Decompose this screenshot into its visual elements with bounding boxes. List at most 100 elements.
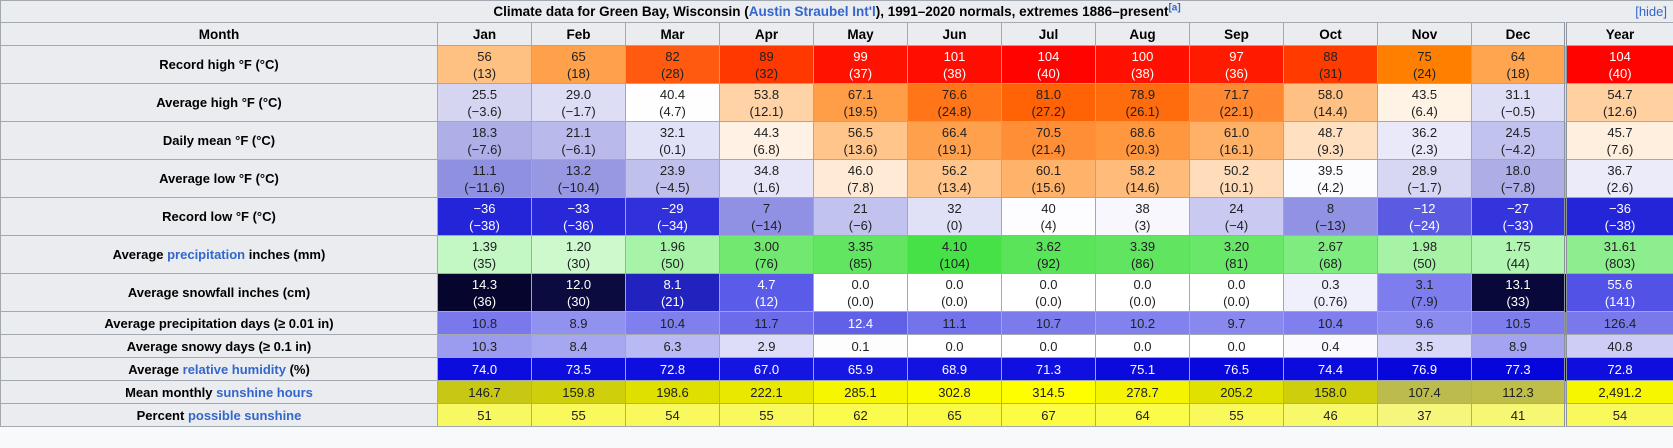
table-row: Average snowfall inches (cm) 14.3 (36) 12.0…: [0, 273, 1673, 312]
month-cell: 28.9 (−1.7): [1377, 159, 1472, 198]
month-cell: 88 (31): [1283, 45, 1378, 84]
month-cell: 0.0 (0.0): [1189, 273, 1284, 312]
month-cell: 48.7 (9.3): [1283, 121, 1378, 160]
month-cell: −12 (−24): [1377, 197, 1472, 236]
month-cell: 1.96 (50): [625, 235, 720, 274]
row-label-text: Average snowfall inches (cm): [127, 285, 311, 300]
row-label-text: inches (mm): [245, 247, 326, 262]
column-header: Apr: [719, 22, 814, 46]
note-ref-link[interactable]: [a]: [1168, 2, 1181, 14]
month-cell: 8.9: [531, 311, 626, 335]
month-cell: 0.0: [1189, 334, 1284, 358]
month-cell: 4.7 (12): [719, 273, 814, 312]
month-cell: 8.1 (21): [625, 273, 720, 312]
month-cell: 51: [437, 403, 532, 427]
month-cell: 12.0 (30): [531, 273, 626, 312]
month-cell: 1.39 (35): [437, 235, 532, 274]
month-cell: 11.7: [719, 311, 814, 335]
column-header: Mar: [625, 22, 720, 46]
row-label-text: Percent: [136, 407, 188, 423]
month-cell: 43.5 (6.4): [1377, 83, 1472, 122]
column-header: Nov: [1377, 22, 1472, 46]
row-label: Average precipitation inches (mm): [0, 235, 438, 274]
year-cell: 40.8: [1563, 334, 1673, 358]
year-cell: 54: [1563, 403, 1673, 427]
month-cell: 0.0: [1001, 334, 1096, 358]
month-cell: 89 (32): [719, 45, 814, 84]
month-cell: 3.39 (86): [1095, 235, 1190, 274]
column-header: Aug: [1095, 22, 1190, 46]
month-cell: 71.7 (22.1): [1189, 83, 1284, 122]
table-row: Average low °F (°C) 11.1 (−11.6) 13.2 (−10.4…: [0, 159, 1673, 198]
table-row: Mean monthly sunshine hours 146.7 159.8 198…: [0, 380, 1673, 404]
month-cell: 75.1: [1095, 357, 1190, 381]
month-cell: 159.8: [531, 380, 626, 404]
table-row: Record high °F (°C) 56 (13) 65 (18) 82 (28) 89(…: [0, 45, 1673, 84]
month-cell: 14.3 (36): [437, 273, 532, 312]
month-cell: −36 (−38): [437, 197, 532, 236]
month-cell: 65: [907, 403, 1002, 427]
table-title: Climate data for Green Bay, Wisconsin (A…: [493, 2, 1181, 19]
month-cell: 9.7: [1189, 311, 1284, 335]
month-cell: 60.1 (15.6): [1001, 159, 1096, 198]
month-cell: 3.1 (7.9): [1377, 273, 1472, 312]
row-label-link[interactable]: sunshine hours: [216, 384, 313, 400]
year-cell: 54.7 (12.6): [1563, 83, 1673, 122]
month-cell: 13.2 (−10.4): [531, 159, 626, 198]
month-cell: 10.3: [437, 334, 532, 358]
month-cell: 1.98 (50): [1377, 235, 1472, 274]
row-label-text: Daily mean °F (°C): [162, 133, 276, 148]
month-cell: 7 (−14): [719, 197, 814, 236]
table-title-cell: Climate data for Green Bay, Wisconsin (A…: [0, 0, 1673, 23]
month-cell: 50.2 (10.1): [1189, 159, 1284, 198]
row-label: Average high °F (°C): [0, 83, 438, 122]
row-label-text: Average low °F (°C): [159, 171, 279, 186]
month-cell: 67.0: [719, 357, 814, 381]
month-cell: 222.1: [719, 380, 814, 404]
month-cell: 61.0 (16.1): [1189, 121, 1284, 160]
row-label: Daily mean °F (°C): [0, 121, 438, 160]
month-cell: 18.0 (−7.8): [1471, 159, 1566, 198]
row-label-link[interactable]: precipitation: [167, 247, 246, 262]
month-cell: 112.3: [1471, 380, 1566, 404]
year-cell: 2,491.2: [1563, 380, 1673, 404]
column-header-year: Year: [1563, 22, 1673, 46]
month-cell: 64 (18): [1471, 45, 1566, 84]
column-header: Oct: [1283, 22, 1378, 46]
year-cell: −36 (−38): [1563, 197, 1673, 236]
month-cell: 4.10 (104): [907, 235, 1002, 274]
month-cell: 198.6: [625, 380, 720, 404]
year-cell: 45.7 (7.6): [1563, 121, 1673, 160]
month-cell: 77.3: [1471, 357, 1566, 381]
month-cell: 21 (−6): [813, 197, 908, 236]
month-cell: 158.0: [1283, 380, 1378, 404]
month-cell: 25.5 (−3.6): [437, 83, 532, 122]
month-cell: −33 (−36): [531, 197, 626, 236]
title-prefix: Climate data for Green Bay, Wisconsin (: [493, 4, 749, 19]
month-cell: 46.0 (7.8): [813, 159, 908, 198]
month-cell: 55: [531, 403, 626, 427]
month-cell: 24 (−4): [1189, 197, 1284, 236]
month-cell: 12.4: [813, 311, 908, 335]
month-cell: 55: [719, 403, 814, 427]
month-cell: 10.8: [437, 311, 532, 335]
row-label-link[interactable]: possible sunshine: [187, 407, 302, 423]
row-label-link[interactable]: relative humidity: [182, 361, 286, 377]
row-label-text: Mean monthly: [125, 384, 217, 400]
month-cell: 9.6: [1377, 311, 1472, 335]
hide-toggle-link[interactable]: [hide]: [1635, 4, 1668, 19]
year-cell: 126.4: [1563, 311, 1673, 335]
month-cell: 56.5 (13.6): [813, 121, 908, 160]
year-cell: 55.6 (141): [1563, 273, 1673, 312]
table-row: Record low °F (°C) −36 (−38) −33 (−36) −29 (−3…: [0, 197, 1673, 236]
airport-link[interactable]: Austin Straubel Int'l: [748, 4, 876, 19]
row-label: Record high °F (°C): [0, 45, 438, 84]
year-cell: 72.8: [1563, 357, 1673, 381]
month-cell: 11.1 (−11.6): [437, 159, 532, 198]
month-cell: 29.0 (−1.7): [531, 83, 626, 122]
table-row: Average precipitation inches (mm) 1.39 (35…: [0, 235, 1673, 274]
year-cell: 31.61 (803): [1563, 235, 1673, 274]
month-cell: 100 (38): [1095, 45, 1190, 84]
row-label-text: Average precipitation days (≥ 0.01 in): [104, 315, 334, 331]
month-cell: 32 (0): [907, 197, 1002, 236]
